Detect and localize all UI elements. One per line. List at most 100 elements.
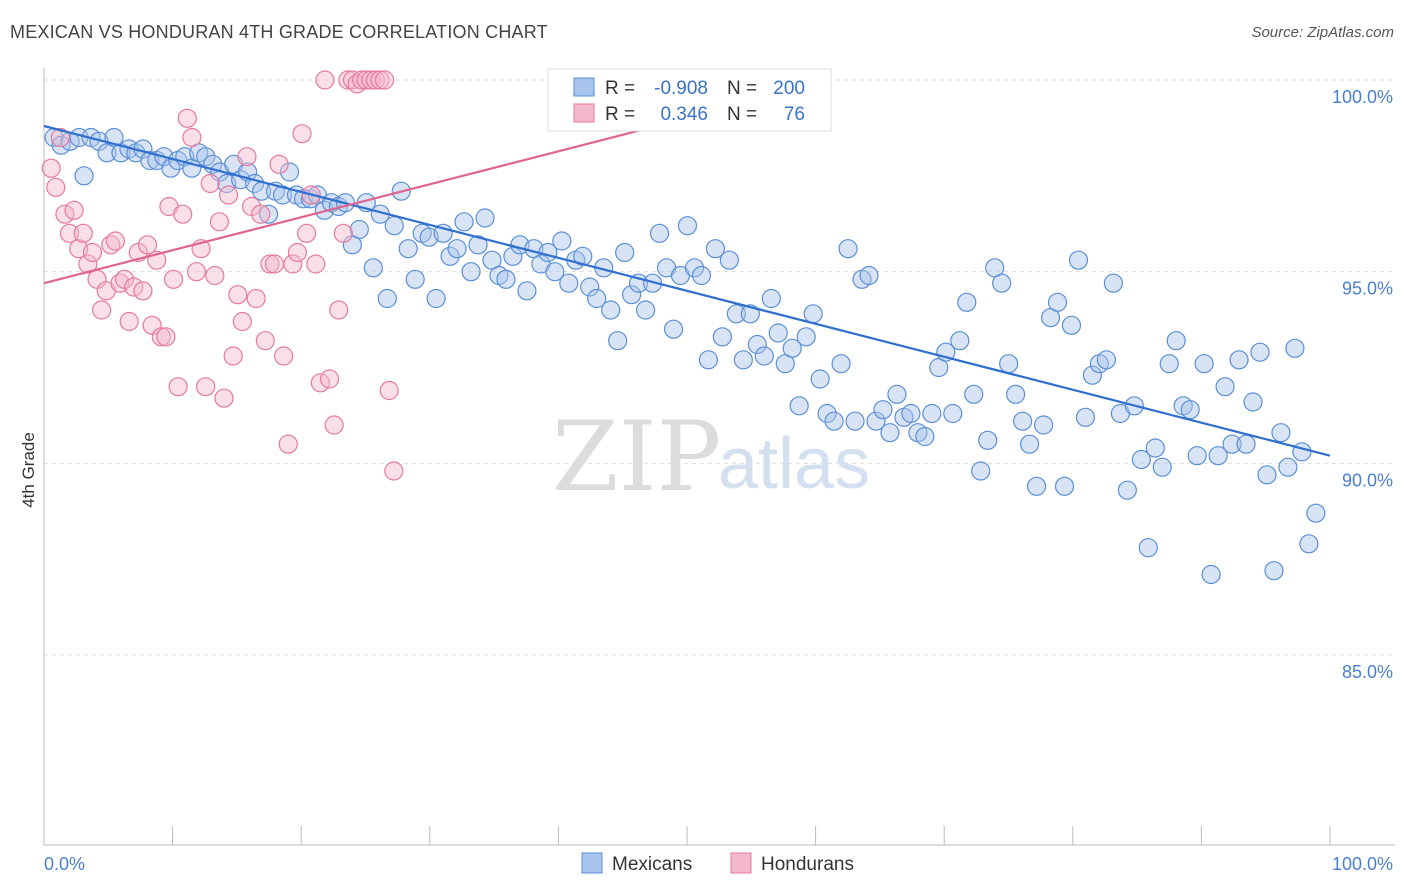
stats-n-hondurans: 76 xyxy=(784,104,805,125)
data-point xyxy=(761,288,781,309)
data-point xyxy=(601,300,621,320)
data-point xyxy=(156,327,176,347)
stats-box: R = -0.908 N = 200 R = 0.346 N = 76 xyxy=(547,68,832,132)
data-point xyxy=(691,265,712,286)
data-point xyxy=(1075,407,1096,427)
data-point xyxy=(964,384,984,404)
data-point xyxy=(1166,331,1186,351)
trend-line-mexicans xyxy=(43,124,1331,457)
data-point xyxy=(468,235,488,255)
data-point xyxy=(73,223,93,243)
data-point xyxy=(269,154,289,174)
data-point xyxy=(1054,476,1075,496)
data-point xyxy=(105,231,126,251)
data-point xyxy=(1061,315,1082,335)
data-point xyxy=(440,246,460,266)
data-point xyxy=(733,350,753,370)
data-point xyxy=(1103,273,1123,293)
data-point xyxy=(384,461,404,481)
y-tick-label: 100.0% xyxy=(1332,87,1393,107)
stats-r-mexicans: -0.908 xyxy=(654,78,708,99)
data-point xyxy=(580,277,600,297)
data-point xyxy=(1243,392,1263,412)
stats-swatch-mexicans xyxy=(573,77,595,97)
trend-lines xyxy=(43,117,1331,457)
data-point xyxy=(50,127,70,148)
data-point xyxy=(545,262,565,282)
data-point xyxy=(1006,384,1026,404)
data-point xyxy=(866,411,886,431)
data-point xyxy=(587,288,607,309)
data-point xyxy=(200,173,220,194)
stats-r-label-2: R = xyxy=(605,104,635,125)
data-point xyxy=(297,223,317,243)
data-point xyxy=(992,273,1012,293)
data-point xyxy=(887,384,907,404)
data-point xyxy=(329,300,349,320)
data-point xyxy=(283,254,303,274)
x-tick-labels: 0.0% 100.0% xyxy=(44,854,1393,874)
axes xyxy=(43,68,1395,846)
data-point xyxy=(306,254,326,274)
data-point xyxy=(237,147,257,167)
legend-swatch-hondurans xyxy=(730,852,752,874)
data-point xyxy=(379,380,399,401)
data-point xyxy=(649,223,670,243)
data-point xyxy=(370,70,390,90)
data-point xyxy=(663,319,684,339)
data-point xyxy=(279,162,300,182)
trend-line-hondurans xyxy=(43,117,688,285)
y-tick-label: 90.0% xyxy=(1342,470,1393,490)
data-point xyxy=(1013,411,1033,431)
data-point xyxy=(971,461,991,481)
data-point xyxy=(803,304,823,324)
data-point xyxy=(831,354,851,374)
data-point xyxy=(719,250,739,270)
data-point xyxy=(1292,442,1312,462)
data-point xyxy=(1033,415,1054,435)
data-point xyxy=(796,327,816,347)
data-point xyxy=(1257,465,1277,485)
data-point xyxy=(186,262,207,282)
watermark-zip: ZIP xyxy=(552,401,721,513)
data-point xyxy=(177,108,197,128)
data-point xyxy=(454,212,474,232)
data-point xyxy=(398,239,418,259)
x-tick-label: 0.0% xyxy=(44,854,85,874)
data-point xyxy=(496,269,516,289)
data-point xyxy=(218,185,239,205)
data-point xyxy=(92,300,112,320)
stats-r-hondurans: 0.346 xyxy=(660,104,708,125)
data-point xyxy=(635,300,656,320)
data-point xyxy=(223,346,243,366)
data-point xyxy=(182,127,202,148)
data-point xyxy=(1208,446,1228,466)
data-point xyxy=(1229,350,1249,370)
legend: Mexicans Hondurans xyxy=(581,852,854,875)
x-tick-label: 100.0% xyxy=(1332,854,1393,874)
data-point xyxy=(59,223,80,243)
data-point xyxy=(1236,434,1256,454)
data-point xyxy=(1068,250,1089,270)
legend-label-hondurans: Hondurans xyxy=(761,854,854,875)
data-point xyxy=(705,239,726,259)
data-point xyxy=(1264,561,1284,581)
data-point xyxy=(315,70,335,90)
data-point xyxy=(677,216,698,236)
data-point xyxy=(1222,434,1242,454)
data-point xyxy=(747,334,767,355)
data-point xyxy=(817,403,837,424)
data-point xyxy=(232,311,252,332)
data-point xyxy=(824,411,844,431)
series-hondurans-points xyxy=(41,70,404,481)
data-point xyxy=(608,331,628,351)
data-point xyxy=(205,265,225,286)
data-point xyxy=(1250,342,1270,362)
data-point xyxy=(74,166,94,186)
data-point xyxy=(137,235,158,255)
data-point xyxy=(1271,423,1291,443)
data-point xyxy=(559,273,579,293)
data-point xyxy=(880,423,900,443)
data-point xyxy=(845,411,865,431)
data-point xyxy=(163,269,184,289)
